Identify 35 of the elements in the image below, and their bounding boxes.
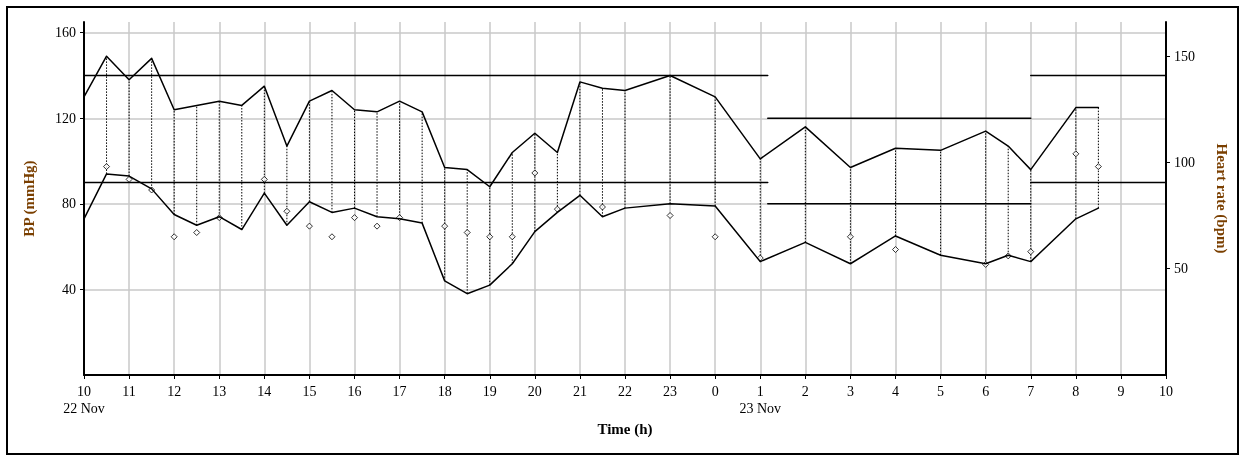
- y-axis-title: BP (mmHg): [20, 160, 38, 237]
- x-tick-label: 7: [1027, 384, 1035, 399]
- x-tick-label: 18: [437, 384, 452, 399]
- x-tick-label: 9: [1117, 384, 1125, 399]
- y2-axis-title: Heart rate (bpm): [1212, 143, 1230, 254]
- x-tick-label: 20: [527, 384, 542, 399]
- y-tick-label: 160: [55, 25, 76, 41]
- y2-tick-label: 50: [1174, 261, 1188, 277]
- x-tick-label: 11: [122, 384, 136, 399]
- x-axis-title: Time (h): [597, 421, 653, 439]
- x-tick-label: 12: [167, 384, 182, 399]
- x-tick-label: 19: [482, 384, 497, 399]
- x-tick-label: 8: [1072, 384, 1080, 399]
- y2-tick-label: 100: [1174, 154, 1195, 170]
- x-tick-label: 5: [937, 384, 945, 399]
- y-tick-label: 80: [62, 196, 76, 212]
- x-tick-label: 10: [1159, 384, 1173, 399]
- y-tick-label: 120: [55, 110, 76, 126]
- x-tick-label: 6: [982, 384, 990, 399]
- y2-tick-label: 150: [1174, 48, 1195, 64]
- x-tick-label: 22: [618, 384, 632, 399]
- x-tick-label: 14: [257, 384, 272, 399]
- x-tick-label: 17: [392, 384, 407, 399]
- x-tick-label: 13: [212, 384, 227, 399]
- x-tick-label: 0: [711, 384, 719, 399]
- y-tick-label: 40: [62, 281, 76, 297]
- x-tick-label: 1 23 Nov: [739, 384, 782, 416]
- x-tick-label: 2: [801, 384, 809, 399]
- x-tick-label: 4: [892, 384, 899, 399]
- x-tick-label: 15: [302, 384, 317, 399]
- x-tick-label: 3: [846, 384, 854, 399]
- x-tick-label: 21: [572, 384, 587, 399]
- x-tick-label: 23: [663, 384, 678, 399]
- x-tick-label: 10 22 Nov: [63, 384, 105, 416]
- x-tick-label: 16: [347, 384, 362, 399]
